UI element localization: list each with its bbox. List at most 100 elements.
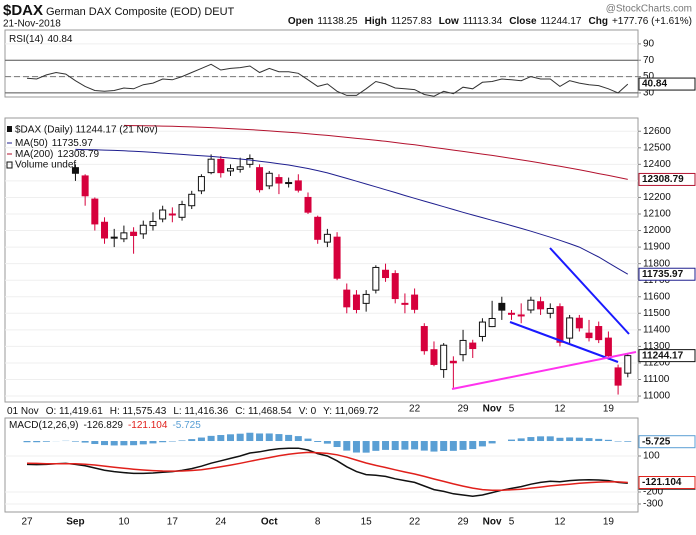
x-tick-label: 10 <box>118 517 130 528</box>
y-tick-label: 12600 <box>643 126 671 137</box>
histogram-bar <box>546 436 554 442</box>
value-box-label: 12308.79 <box>642 174 684 185</box>
legend-swatch <box>6 161 13 169</box>
y-tick-label: 11900 <box>643 242 671 253</box>
histogram-bar <box>110 441 118 446</box>
histogram-bar <box>488 441 496 444</box>
histogram-bar <box>23 441 31 443</box>
y-tick-label: 11600 <box>643 291 671 302</box>
legend-value: -121.104 <box>128 420 168 431</box>
candle-body <box>197 176 205 192</box>
x-tick-label: Sep <box>66 517 84 528</box>
instrument-name: German DAX Composite (EOD) DEUT <box>46 6 235 18</box>
x-tick-label: 22 <box>409 404 421 415</box>
candle-body <box>478 321 486 337</box>
histogram-bar <box>401 441 409 450</box>
rsi-frame <box>4 29 639 98</box>
y-tick-label: 100 <box>643 451 660 462</box>
quote-value: 11257.83 <box>391 16 432 27</box>
histogram-bar <box>430 441 438 452</box>
legend-entry: RSI(14) 40.84 <box>9 34 73 45</box>
y-tick-label: 12500 <box>643 142 671 153</box>
histogram-bar <box>556 437 564 442</box>
histogram-bar <box>391 441 399 451</box>
y-tick-label: 70 <box>643 55 655 66</box>
histogram-bar <box>265 433 273 442</box>
x-tick-label: 24 <box>215 517 227 528</box>
candle-body <box>110 236 118 239</box>
candle-body <box>575 317 583 329</box>
quote-value: +177.76 (+1.61%) <box>612 16 692 27</box>
symbol: $DAX <box>3 2 43 19</box>
y-tick-label: 30 <box>643 88 655 99</box>
candle-body <box>304 196 312 213</box>
legend-value: 12308.79 <box>57 149 99 160</box>
trendline <box>549 247 630 335</box>
x-tick-label: 19 <box>603 404 615 415</box>
candle-body <box>168 213 176 216</box>
candle-body <box>120 232 128 240</box>
candle-body <box>459 339 467 356</box>
quote-value: 11244.17 <box>541 16 582 27</box>
histogram-bar <box>139 441 147 445</box>
value-box <box>638 77 696 91</box>
price-frame <box>4 117 639 403</box>
histogram-bar <box>188 439 196 442</box>
y-tick-label: 12100 <box>643 209 671 220</box>
series-line <box>123 124 628 180</box>
candle-body <box>294 180 302 191</box>
y-tick-label: 11000 <box>643 391 671 402</box>
histogram-bar <box>256 433 264 442</box>
trendlines <box>451 247 637 390</box>
x-tick-label: 8 <box>315 517 321 528</box>
trendline <box>509 321 619 363</box>
histogram-bar <box>624 441 632 442</box>
y-tick-label: 11300 <box>643 341 671 352</box>
info-item: O: 11,419.61 <box>46 406 104 417</box>
histogram-bar <box>294 436 302 442</box>
marks-layer <box>23 63 632 497</box>
histogram-bar <box>207 435 215 442</box>
x-tick-label: 22 <box>409 517 421 528</box>
quote-label: Chg <box>588 16 607 27</box>
info-item: 01 Nov <box>7 406 39 417</box>
quote-label: Close <box>509 16 537 27</box>
candle-body <box>71 167 79 174</box>
legend-value: -5.725 <box>172 420 201 431</box>
info-item: V: 0 <box>299 406 317 417</box>
x-tick-label: 12 <box>554 517 566 528</box>
value-box-label: -5.725 <box>642 436 671 447</box>
value-box <box>638 172 696 186</box>
candle-body <box>91 198 99 225</box>
value-box-label: -121.104 <box>642 477 682 488</box>
histogram-bar <box>33 441 41 443</box>
quote-label: High <box>365 16 387 27</box>
candle-body <box>139 224 147 235</box>
series-line <box>26 63 629 97</box>
histogram-bar <box>469 441 477 450</box>
info-item: L: 11,416.36 <box>173 406 228 417</box>
legend-entry: Volume undef <box>15 160 76 171</box>
y-tick-label: 90 <box>643 39 655 50</box>
legend-entry: MA(50) 11735.97 <box>15 138 93 149</box>
histogram-bar <box>314 441 322 442</box>
candle-body <box>614 367 622 386</box>
histogram-bar <box>323 441 331 444</box>
candle-body <box>585 332 593 339</box>
candle-body <box>149 220 157 227</box>
candle-body <box>323 233 331 243</box>
candle-body <box>352 294 360 310</box>
legend-name: MA(50) <box>15 138 48 149</box>
histogram-bar <box>449 441 457 451</box>
candle-body <box>81 175 89 197</box>
candle-body <box>275 177 283 184</box>
x-tick-label: Nov <box>483 517 502 528</box>
quote-value: 11113.34 <box>463 16 503 27</box>
histogram-bar <box>101 441 109 446</box>
candle-body <box>604 337 612 357</box>
legend-name: MACD(12,26,9) <box>9 420 78 431</box>
value-box <box>638 476 696 490</box>
candle-body <box>382 269 390 279</box>
candle-body <box>285 182 293 185</box>
legend-value: -126.829 <box>83 420 123 431</box>
